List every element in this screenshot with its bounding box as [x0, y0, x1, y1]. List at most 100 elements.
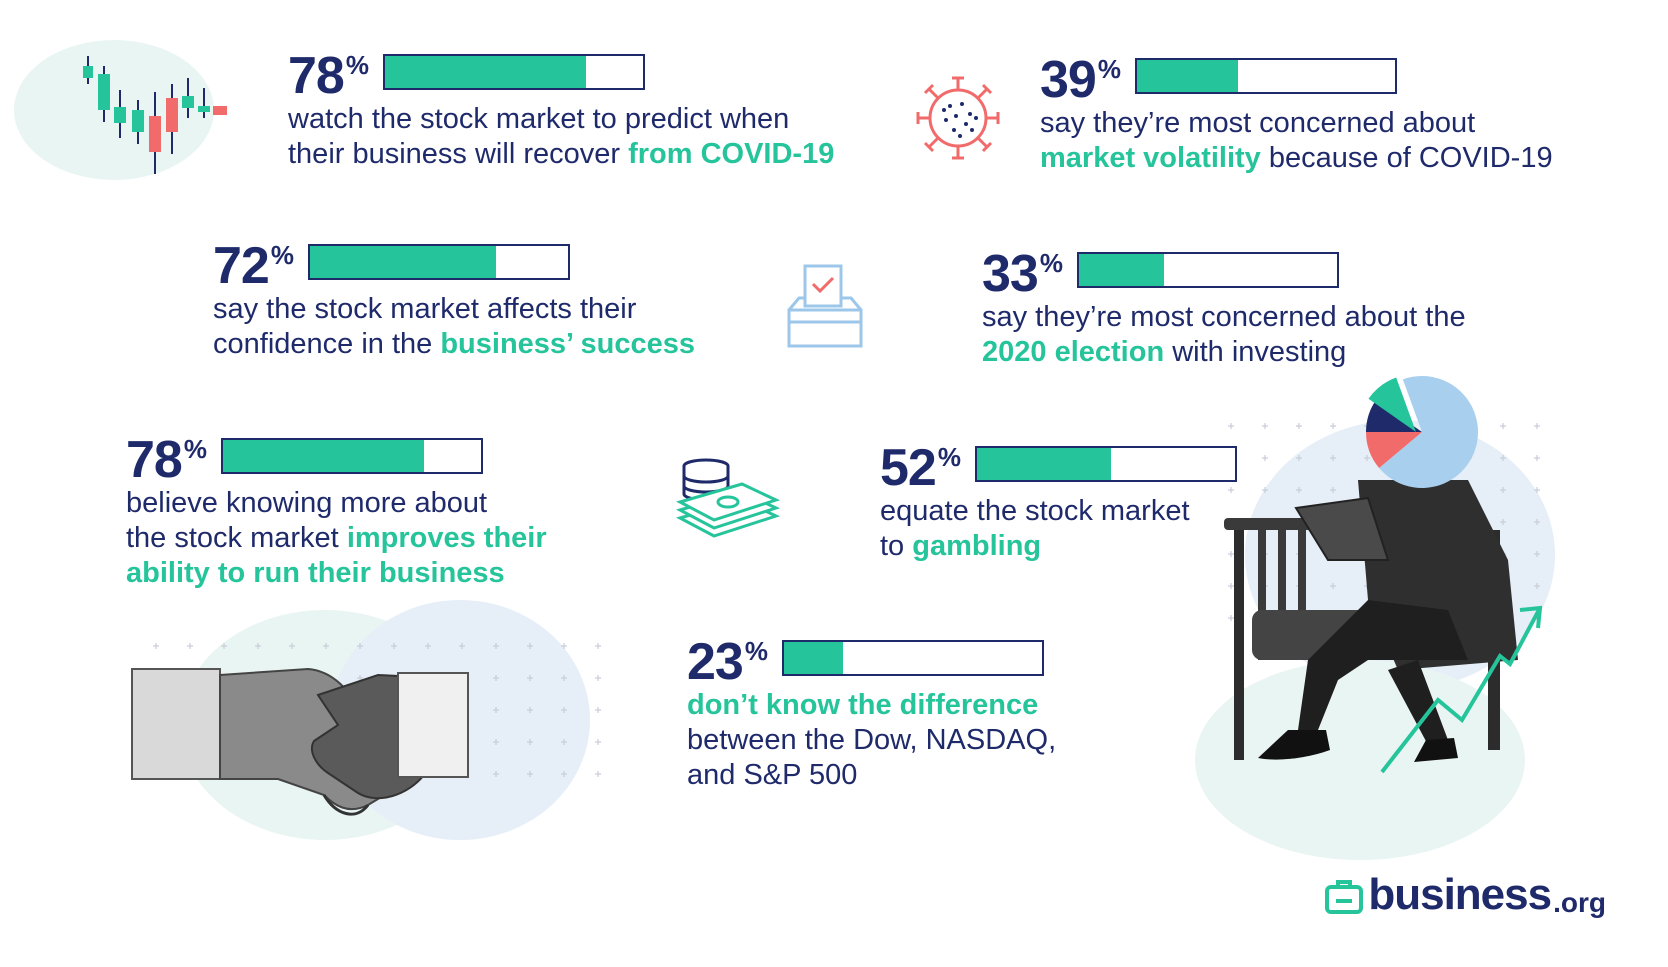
stat-value: 33 [982, 245, 1039, 303]
stat-description: don’t know the difference between the Dow… [687, 688, 1056, 793]
description-text: say they’re most concerned about the [982, 301, 1466, 333]
stat-value: 78 [126, 431, 183, 489]
pie-slice-large [1379, 376, 1478, 488]
highlight-text: business’ success [440, 328, 696, 360]
stat-value: 52 [880, 439, 937, 497]
cross-mark [459, 643, 465, 649]
stat-percentage: 78% [126, 434, 207, 486]
stat-block: 39% say they’re most concerned about marke… [1040, 54, 1553, 176]
stat-header: 78% [126, 434, 547, 486]
description-text: confidence in the [213, 328, 441, 360]
description-line: say the stock market affects their [213, 292, 695, 327]
stat-value: 23 [687, 633, 744, 691]
percent-sign: % [270, 240, 294, 270]
percent-sign: % [937, 442, 961, 472]
cross-mark [595, 675, 601, 681]
percent-sign: % [744, 636, 768, 666]
cross-mark [1296, 487, 1302, 493]
highlight-text: gambling [912, 530, 1042, 562]
cross-mark [391, 643, 397, 649]
pie-chart-head-icon [1366, 376, 1478, 488]
cross-mark [1228, 583, 1234, 589]
cross-mark [595, 643, 601, 649]
cross-mark [187, 643, 193, 649]
cross-mark [493, 643, 499, 649]
percent-sign: % [183, 434, 207, 464]
cross-mark [595, 739, 601, 745]
description-line: 2020 election with investing [982, 335, 1466, 370]
cross-mark [561, 739, 567, 745]
description-text: with investing [1164, 336, 1347, 368]
cross-mark [1262, 487, 1268, 493]
cross-mark [425, 643, 431, 649]
cross-mark [527, 675, 533, 681]
bg-blob [1195, 660, 1525, 860]
stat-block: 78% believe knowing more about the stock m… [126, 434, 547, 591]
money-stack-icon [676, 458, 781, 538]
stat-description: believe knowing more about the stock mark… [126, 486, 547, 591]
description-text: the stock market [126, 522, 347, 554]
progress-bar-fill [1078, 254, 1165, 286]
highlight-text: market volatility [1040, 142, 1261, 174]
cross-mark [1534, 583, 1540, 589]
stat-block: 52% equate the stock market to gambling [880, 442, 1237, 564]
percent-sign: % [345, 50, 369, 80]
progress-bar-fill [309, 246, 496, 278]
cross-mark [1534, 487, 1540, 493]
description-text: equate the stock market [880, 495, 1190, 527]
stat-percentage: 39% [1040, 54, 1121, 106]
stat-percentage: 23% [687, 636, 768, 688]
stat-description: say they’re most concerned about the 2020… [982, 300, 1466, 370]
highlight-text: improves their [346, 522, 547, 554]
cross-mark [1330, 583, 1336, 589]
cross-mark [1262, 455, 1268, 461]
description-line: their business will recover from COVID-1… [288, 137, 834, 172]
stat-description: watch the stock market to predict when th… [288, 102, 834, 172]
description-line: between the Dow, NASDAQ, [687, 723, 1056, 758]
description-line: say they’re most concerned about the [982, 300, 1466, 335]
description-text: say they’re most concerned about [1040, 107, 1476, 139]
cross-mark [561, 675, 567, 681]
cross-mark [289, 643, 295, 649]
description-text: because of COVID-19 [1260, 142, 1553, 174]
progress-bar [1134, 58, 1397, 94]
cross-mark [1330, 455, 1336, 461]
progress-bar-fill [1136, 60, 1238, 92]
stat-percentage: 52% [880, 442, 961, 494]
business-org-logo: business .org [1324, 873, 1606, 917]
stat-percentage: 78% [288, 50, 369, 102]
logo-wordmark: business [1368, 870, 1552, 919]
cross-mark [527, 643, 533, 649]
description-line: market volatility because of COVID-19 [1040, 141, 1553, 176]
progress-bar [382, 54, 645, 90]
cross-mark [357, 643, 363, 649]
cross-mark [1330, 487, 1336, 493]
description-text: to [880, 530, 913, 562]
progress-bar-fill [384, 56, 587, 88]
description-line: believe knowing more about [126, 486, 547, 521]
highlight-text: 2020 election [982, 336, 1165, 368]
rising-line-icon [1380, 605, 1543, 774]
cross-mark [323, 643, 329, 649]
description-line: say they’re most concerned about [1040, 106, 1553, 141]
stat-value: 72 [213, 237, 270, 295]
man-in-chair-icon [1224, 480, 1518, 762]
description-text: between the Dow, NASDAQ, [687, 724, 1057, 756]
description-line: watch the stock market to predict when [288, 102, 834, 137]
description-text: watch the stock market to predict when [288, 103, 790, 135]
cross-mark [1228, 487, 1234, 493]
progress-bar [307, 244, 570, 280]
stat-header: 39% [1040, 54, 1553, 106]
stat-description: say the stock market affects their confid… [213, 292, 695, 362]
percent-sign: % [1039, 248, 1063, 278]
description-text: say the stock market affects their [213, 293, 637, 325]
cross-mark [493, 707, 499, 713]
cross-mark [493, 739, 499, 745]
progress-bar [974, 446, 1237, 482]
cross-mark [1228, 423, 1234, 429]
cross-mark [1534, 455, 1540, 461]
stat-header: 78% [288, 50, 834, 102]
cross-mark [561, 707, 567, 713]
stat-block: 72% say the stock market affects their con… [213, 240, 695, 362]
cross-mark [255, 643, 261, 649]
